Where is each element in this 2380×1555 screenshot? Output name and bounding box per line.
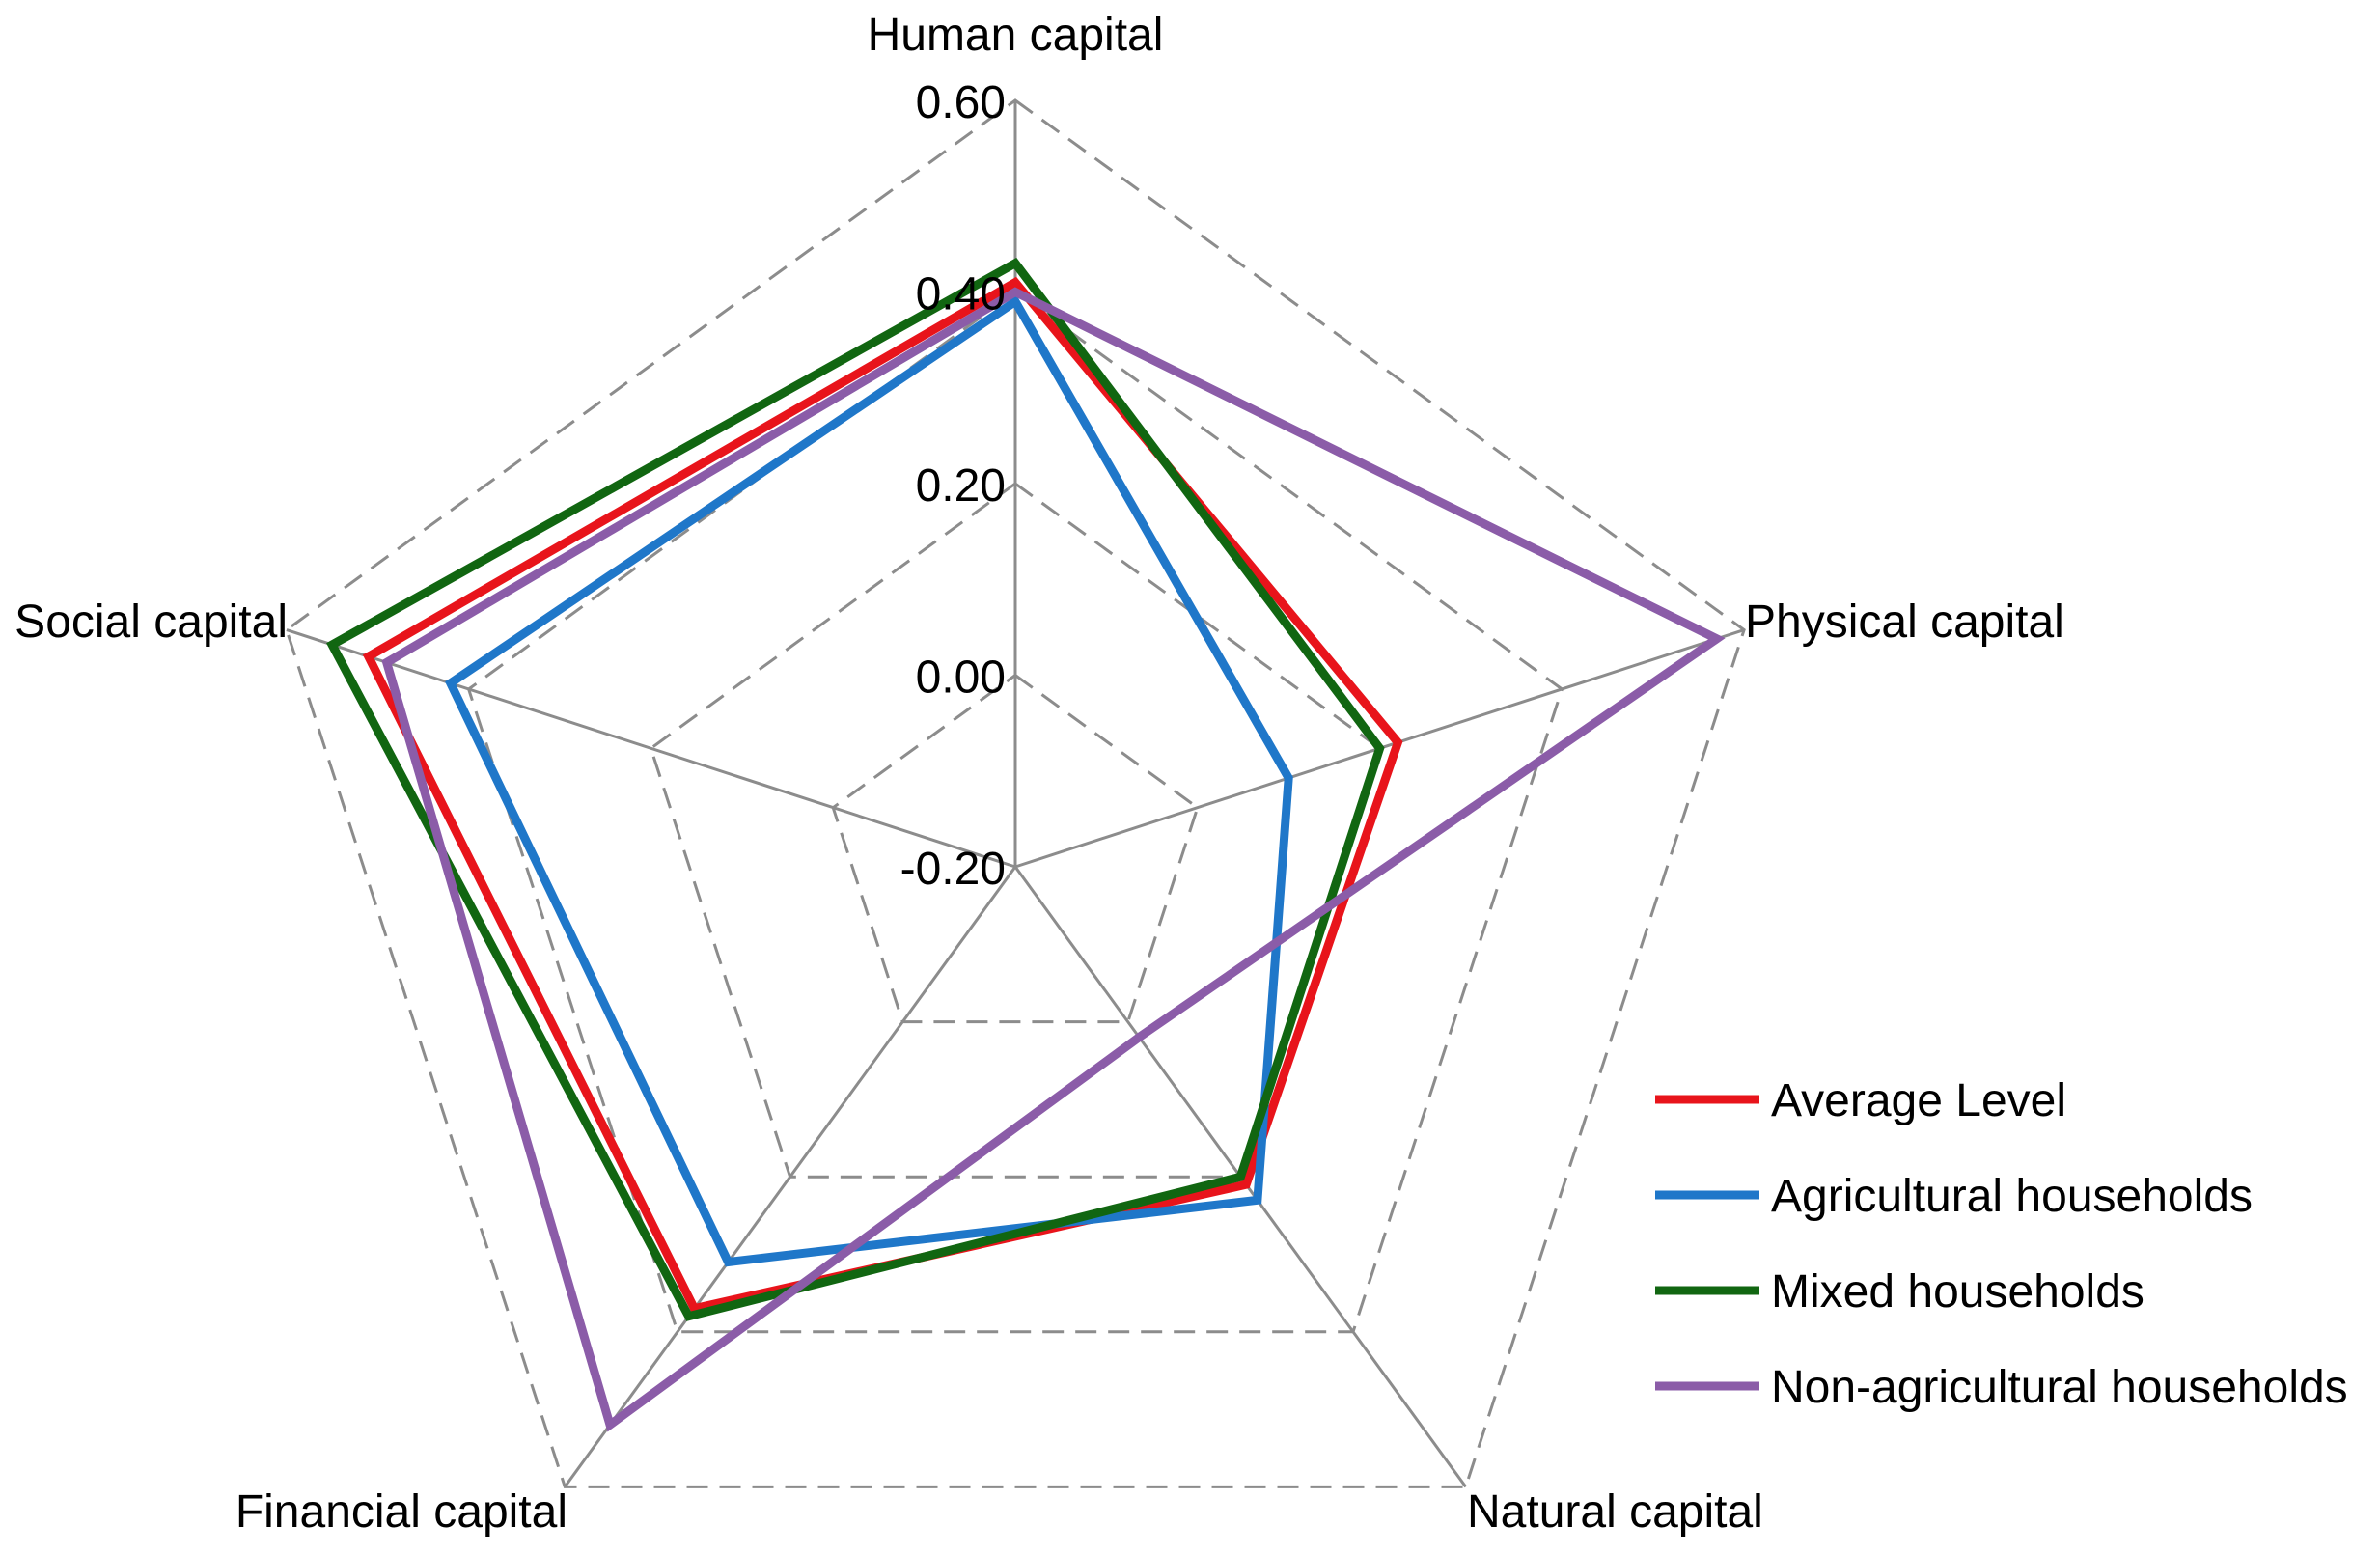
- grid-ring-1: [831, 673, 1200, 1024]
- series-line-non-agricultural-households: [381, 287, 1726, 1432]
- axis-label-financial: Financial capital: [235, 1486, 567, 1538]
- tick-label-4: 0.60: [916, 77, 1006, 128]
- legend-label-mixed: Mixed households: [1771, 1266, 2145, 1318]
- legend: Average Level Agricultural households Mi…: [1655, 1075, 2348, 1413]
- legend-label-non-agricultural: Non-agricultural households: [1771, 1362, 2348, 1413]
- legend-label-average: Average Level: [1771, 1075, 2066, 1126]
- tick-label-1: 0.00: [916, 653, 1006, 704]
- axis-label-natural: Natural capital: [1467, 1486, 1763, 1538]
- tick-label-3: 0.40: [916, 269, 1006, 320]
- grid: [285, 98, 1746, 1488]
- axis-spoke-3: [564, 866, 1017, 1488]
- series-lines: [326, 257, 1726, 1432]
- axis-label-social: Social capital: [14, 597, 288, 648]
- axis-label-physical: Physical capital: [1745, 597, 2064, 648]
- tick-label-0: -0.20: [900, 844, 1006, 895]
- tick-label-2: 0.20: [916, 460, 1006, 512]
- series-line-agricultural-households: [445, 294, 1293, 1267]
- axis-label-human: Human capital: [868, 10, 1164, 61]
- tick-labels: -0.20 0.00 0.20 0.40 0.60: [900, 77, 1006, 895]
- grid-ring-4: [285, 98, 1746, 1488]
- grid-ring-2: [649, 482, 1382, 1179]
- grid-ring-3: [466, 290, 1564, 1334]
- axis-spoke-4: [286, 628, 1016, 869]
- series-line-mixed-households: [326, 257, 1385, 1321]
- legend-label-agricultural: Agricultural households: [1771, 1171, 2253, 1222]
